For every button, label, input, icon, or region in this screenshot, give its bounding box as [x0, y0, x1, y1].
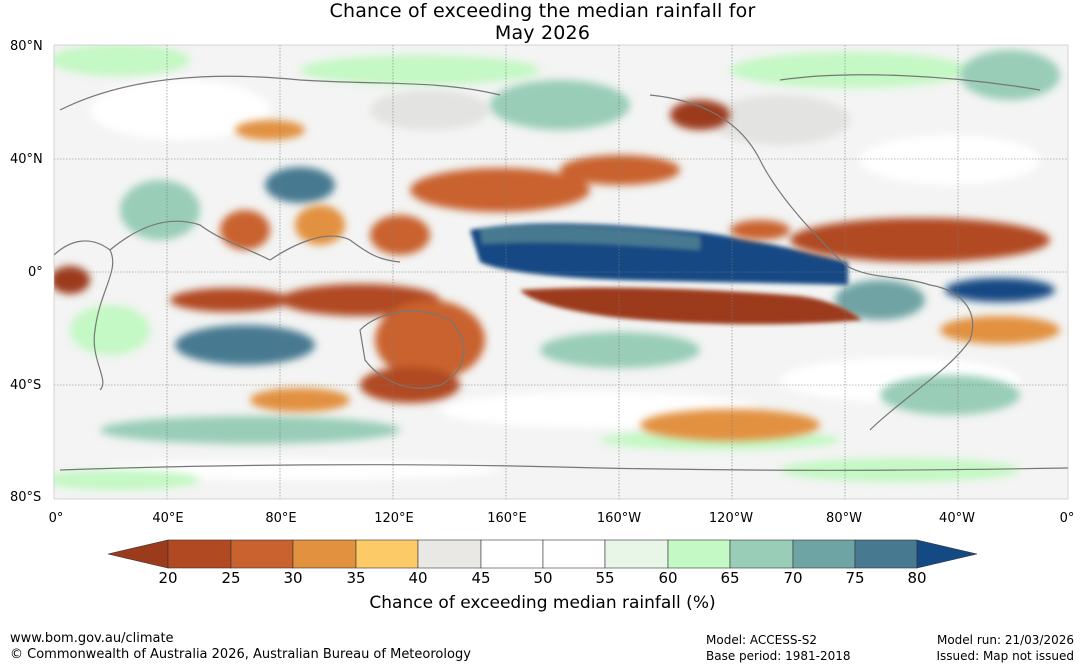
coastlines — [54, 74, 1068, 471]
colorbar-segment — [604, 539, 669, 569]
lat-label-40s: 40°S — [10, 378, 42, 393]
map-title: Chance of exceeding the median rainfall … — [0, 0, 1085, 44]
map-frame — [53, 44, 1069, 500]
colorbar-label: Chance of exceeding median rainfall (%) — [369, 593, 716, 613]
colorbar-high-arrow — [916, 539, 978, 569]
south-pacific-dry-band — [520, 287, 862, 325]
colorbar-tick: 50 — [533, 569, 553, 587]
lon-label-160e: 160°E — [487, 511, 527, 526]
colorbar-segment — [292, 539, 357, 569]
lat-label-80n: 80°N — [10, 39, 43, 54]
colorbar-segment — [667, 539, 731, 569]
model-name: Model: ACCESS-S2 — [706, 633, 818, 647]
colorbar-segment — [417, 539, 482, 569]
dry-anomalies — [54, 100, 1060, 441]
colorbar-segment — [729, 539, 794, 569]
lon-label-40e: 40°E — [152, 511, 184, 526]
colorbar-tick: 70 — [783, 569, 803, 587]
lon-label-80w: 80°W — [826, 511, 862, 526]
title-line-1: Chance of exceeding the median rainfall … — [329, 0, 756, 22]
colorbar-segment — [792, 539, 856, 569]
colorbar-segment — [542, 539, 606, 569]
colorbar-tick: 20 — [158, 569, 178, 587]
colorbar-segment — [854, 539, 918, 569]
copyright-text: © Commonwealth of Australia 2026, Austra… — [10, 647, 471, 662]
lon-label-120e: 120°E — [374, 511, 414, 526]
colorbar-tick: 30 — [283, 569, 303, 587]
colorbar-tick: 55 — [595, 569, 615, 587]
website-link[interactable]: www.bom.gov.au/climate — [10, 631, 174, 646]
lon-label-120w: 120°W — [708, 511, 754, 526]
colorbar-tick: 45 — [471, 569, 491, 587]
lon-label-0-right: 0° — [1059, 511, 1075, 526]
colorbar-segment — [230, 539, 294, 569]
lon-label-0-left: 0° — [48, 511, 64, 526]
equatorial-pacific-wet-band — [470, 223, 848, 285]
colorbar-tick: 75 — [845, 569, 865, 587]
lon-label-40w: 40°W — [939, 511, 975, 526]
issued-status: Issued: Map not issued — [936, 649, 1074, 663]
lat-label-80s: 80°S — [10, 490, 42, 505]
colorbar — [107, 539, 978, 569]
colorbar-tick: 80 — [907, 569, 927, 587]
colorbar-segment — [480, 539, 544, 569]
lon-label-160w: 160°W — [596, 511, 642, 526]
model-run-date: Model run: 21/03/2026 — [936, 633, 1074, 647]
lat-label-equator: 0° — [28, 265, 43, 280]
colorbar-segment — [167, 539, 232, 569]
rainfall-outlook-map — [53, 44, 1069, 500]
colorbar-tick: 35 — [346, 569, 366, 587]
graticule — [54, 45, 1068, 499]
lon-label-80e: 80°E — [265, 511, 297, 526]
lat-label-40n: 40°N — [10, 152, 43, 167]
base-period: Base period: 1981-2018 — [706, 649, 851, 663]
colorbar-tick: 60 — [658, 569, 678, 587]
colorbar-tick: 25 — [221, 569, 241, 587]
colorbar-low-arrow — [107, 539, 169, 569]
colorbar-segment — [355, 539, 419, 569]
title-line-2: May 2026 — [494, 22, 591, 44]
colorbar-tick: 65 — [720, 569, 740, 587]
colorbar-tick: 40 — [408, 569, 428, 587]
